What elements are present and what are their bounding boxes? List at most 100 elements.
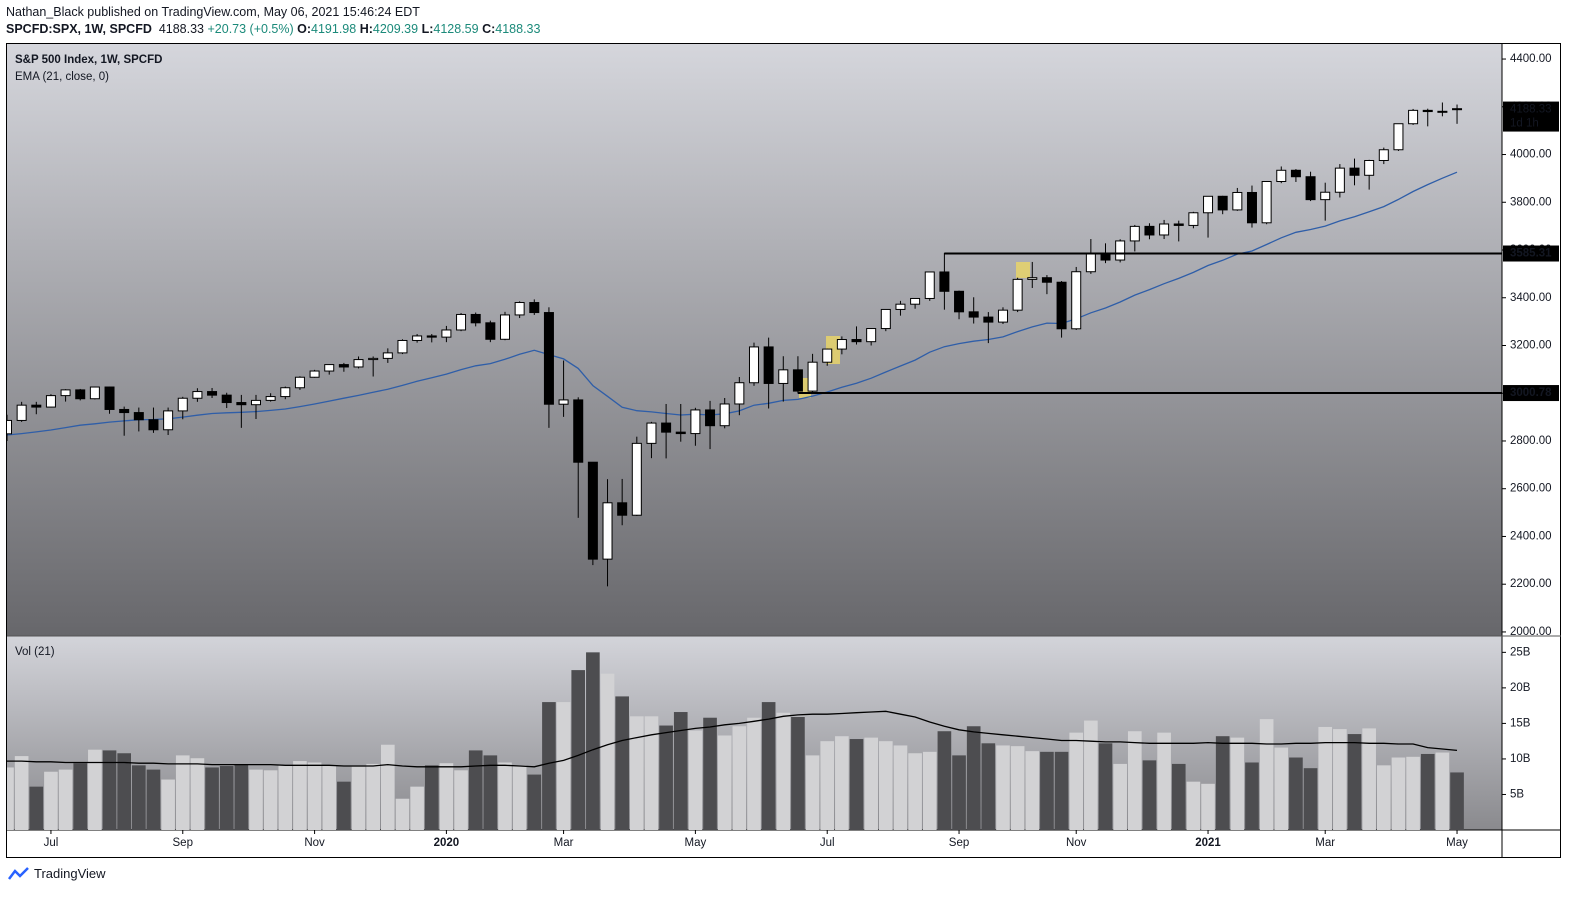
candle-body: [1393, 123, 1404, 151]
candle-body: [1188, 212, 1199, 226]
volume-bar: [512, 765, 527, 830]
volume-bar: [234, 764, 249, 830]
volume-bar: [205, 767, 219, 830]
ema-line: [7, 171, 1458, 436]
candle-body: [1217, 195, 1228, 211]
volume-bar: [88, 749, 102, 830]
candle-body: [324, 364, 335, 372]
ohlc-value: 4188.33: [495, 22, 541, 36]
volume-bar: [175, 755, 190, 830]
candle-body: [514, 302, 525, 316]
volume-bar: [673, 712, 688, 830]
y-tick-label: 3200.00: [1510, 340, 1552, 352]
volume-bar: [307, 762, 322, 830]
volume-bar: [805, 755, 820, 830]
volume-bar: [1142, 760, 1157, 830]
candle-body: [1422, 109, 1433, 113]
volume-bar: [1420, 753, 1435, 830]
candle-body: [294, 376, 305, 389]
y-tick-label: 4000.00: [1510, 149, 1552, 161]
candle-body: [866, 328, 877, 343]
volume-bar: [776, 712, 791, 830]
candle-body: [778, 369, 789, 384]
candle-body: [426, 335, 437, 338]
x-tick-label: 2020: [434, 837, 460, 849]
candle-body: [1159, 223, 1170, 236]
volume-bar: [131, 765, 146, 830]
candle-body: [148, 419, 159, 431]
candle-body: [1305, 176, 1316, 201]
volume-bar: [454, 770, 468, 830]
volume-bar: [600, 673, 615, 830]
volume-bar: [1040, 751, 1054, 830]
candle-body: [822, 348, 833, 363]
volume-bar: [571, 670, 586, 830]
candle-body: [939, 271, 950, 292]
volume-bar: [556, 702, 571, 830]
volume-bar: [1406, 756, 1420, 830]
candle-body: [1261, 180, 1272, 224]
volume-bar: [1259, 719, 1274, 830]
volume-bar: [380, 744, 395, 830]
quote-line: SPCFD:SPX, 1W, SPCFD 4188.33 +20.73 (+0.…: [6, 21, 540, 38]
volume-bar: [29, 786, 44, 830]
candle-body: [441, 329, 452, 338]
candle-body: [924, 271, 935, 299]
volume-bar: [1098, 743, 1113, 830]
candle-body: [31, 404, 42, 408]
countdown-label: 1d 1h: [1510, 118, 1539, 130]
volume-bar: [1245, 762, 1259, 830]
y-tick-label: 4400.00: [1510, 53, 1552, 65]
last-price-label: 4188.33: [1510, 104, 1552, 116]
volume-bar: [424, 765, 439, 830]
candle-body: [646, 422, 657, 444]
candle-body: [163, 410, 174, 431]
volume-bar: [952, 755, 966, 830]
y-tick-label: 2400.00: [1510, 530, 1552, 542]
volume-bar: [278, 764, 293, 830]
candle-body: [968, 311, 979, 318]
candle-body: [412, 335, 423, 341]
candle-body: [558, 399, 569, 405]
candle-body: [602, 502, 613, 560]
volume-bar: [1157, 732, 1171, 830]
candle-body: [1246, 191, 1257, 224]
candle-body: [1071, 271, 1082, 330]
level-label: 3000.78: [1510, 387, 1552, 399]
candle-body: [499, 314, 510, 340]
candle-body: [1056, 281, 1067, 330]
candle-body: [719, 403, 730, 427]
volume-bar: [1010, 746, 1025, 830]
highlight: [1016, 262, 1030, 278]
candle-body: [397, 339, 408, 354]
candle-body: [1100, 253, 1111, 261]
volume-bar: [1303, 768, 1318, 830]
candle-body: [573, 399, 584, 463]
candle-body: [250, 399, 261, 406]
volume-ma-line: [7, 710, 1458, 768]
frame: [6, 43, 1561, 858]
y-tick-label: 2600.00: [1510, 483, 1552, 495]
candle-body: [748, 346, 759, 384]
volume-bar: [527, 774, 542, 830]
candle-body: [368, 357, 379, 361]
candle-body: [1334, 167, 1345, 193]
volume-bar: [864, 737, 878, 830]
candle-body: [631, 442, 642, 516]
volume-bar: [586, 652, 600, 830]
candle-body: [880, 308, 891, 330]
candle-body: [236, 402, 247, 406]
ohlc-key: H:: [359, 22, 373, 36]
candle-body: [910, 297, 921, 305]
x-tick-label: Nov: [304, 837, 325, 849]
volume-bar: [322, 765, 337, 830]
volume-bar: [966, 726, 981, 830]
x-tick-label: May: [685, 837, 707, 849]
candle-body: [485, 322, 496, 340]
candle-body: [1041, 277, 1052, 283]
x-tick-label: Sep: [949, 837, 969, 849]
candle-body: [104, 386, 115, 410]
volume-bar: [1333, 729, 1347, 830]
candle-body: [16, 404, 27, 421]
y-tick-label: 10B: [1510, 753, 1531, 765]
